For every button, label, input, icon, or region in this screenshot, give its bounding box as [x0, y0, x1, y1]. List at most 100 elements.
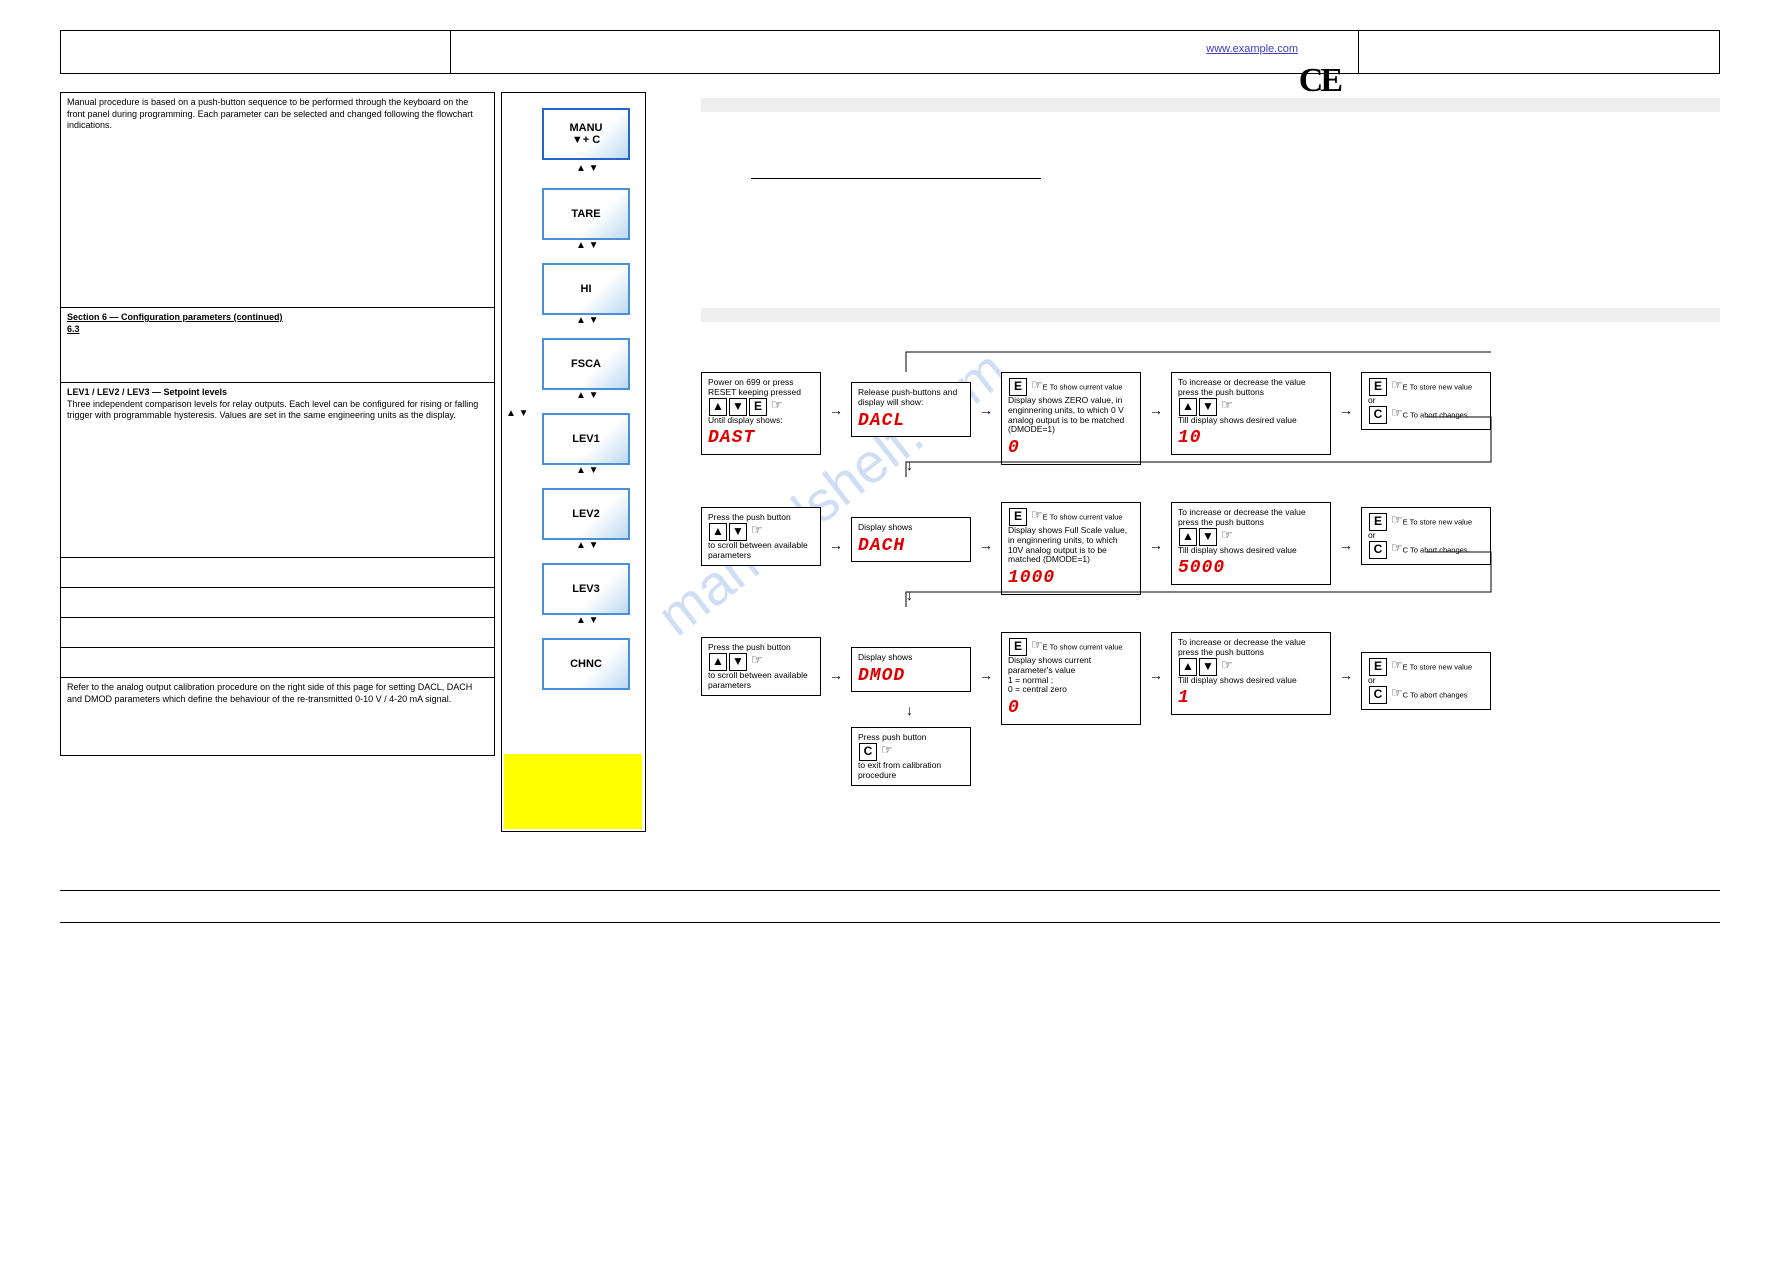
up-down-arrows-icon: ▲ ▼ — [576, 390, 599, 401]
section-bar — [701, 308, 1720, 322]
table-row: Section 6 — Configuration parameters (co… — [61, 308, 495, 383]
led-display: DACH — [858, 536, 964, 557]
menu-flow: ▲ ▼ MANU ▼+ C ▲ ▼ TARE ▲ ▼ HI ▲ ▼ FSCA ▲… — [501, 92, 646, 832]
up-down-arrows-icon: ▲ ▼ — [576, 615, 599, 626]
fb-text: To increase or decrease the value press … — [1178, 507, 1306, 527]
c-button-icon: C — [1369, 541, 1387, 559]
hand-icon: ☞ — [1391, 513, 1403, 528]
up-button-icon: ▲ — [709, 523, 727, 541]
menu-box-hi: HI — [542, 263, 630, 315]
fb-text: 1 = normal ; 0 = central zero — [1008, 675, 1067, 695]
hand-icon: ☞ — [1031, 638, 1043, 653]
arrow-right-icon: → — [1339, 402, 1353, 418]
menu-box-tare: TARE — [542, 188, 630, 240]
fb-text: To increase or decrease the value press … — [1178, 637, 1306, 657]
right-header-area — [701, 118, 1720, 198]
content: Manual procedure is based on a push-butt… — [60, 92, 1720, 832]
flow-box-adjust: To increase or decrease the value press … — [1171, 632, 1331, 715]
fb-text: to exit from calibration procedure — [858, 760, 941, 780]
down-button-icon: ▼ — [1199, 528, 1217, 546]
fb-pre: E To show current value — [1043, 512, 1123, 521]
arrow-right-icon: → — [979, 537, 993, 553]
footer-rule — [60, 922, 1720, 923]
menu-label: MANU ▼+ C — [570, 122, 603, 146]
led-display: DAST — [708, 428, 814, 449]
flow-box-dacl: Release push-buttons and display will sh… — [851, 382, 971, 437]
hand-icon: ☞ — [1391, 541, 1403, 556]
flow-box-start: Power on 699 or press RESET keeping pres… — [701, 372, 821, 455]
led-display: 10 — [1178, 428, 1324, 449]
led-display: DMOD — [858, 666, 964, 687]
param-table: Manual procedure is based on a push-butt… — [60, 92, 495, 756]
e-button-icon: E — [1369, 513, 1387, 531]
flow-box-fullscale: E☞E To show current value Display shows … — [1001, 502, 1141, 595]
up-button-icon: ▲ — [709, 398, 727, 416]
header-middle: www.example.com — [451, 31, 1359, 73]
arrow-right-icon: → — [829, 667, 843, 683]
fb-text: Till display shows desired value — [1178, 415, 1297, 425]
hand-icon: ☞ — [1391, 658, 1403, 673]
fb-text: E To store new value — [1403, 382, 1473, 391]
hand-icon: ☞ — [771, 398, 783, 413]
c-button-icon: C — [1369, 686, 1387, 704]
menu-box-chnc: CHNC — [542, 638, 630, 690]
fb-text: or — [1368, 395, 1376, 405]
fb-text: Press the push button — [708, 642, 791, 652]
fb-text: Display shows current parameter's value — [1008, 655, 1091, 675]
fb-text: Press push button — [858, 732, 927, 742]
section-bar — [701, 98, 1720, 112]
flow-box-store: E☞E To store new value or C☞C To abort c… — [1361, 372, 1491, 430]
e-button-icon: E — [1369, 658, 1387, 676]
fb-text: Till display shows desired value — [1178, 545, 1297, 555]
up-button-icon: ▲ — [1179, 658, 1197, 676]
row-title: LEV1 / LEV2 / LEV3 — Setpoint levels — [67, 387, 227, 397]
fb-text: Release push-buttons and display will sh… — [858, 387, 957, 407]
flow-box-store: E☞E To store new value or C☞C To abort c… — [1361, 652, 1491, 710]
arrow-down-icon: ↓ — [906, 587, 913, 603]
table-row — [61, 618, 495, 648]
hand-icon: ☞ — [881, 743, 893, 758]
led-display: 5000 — [1178, 558, 1324, 579]
fb-text: Display shows — [858, 522, 912, 532]
table-row: Manual procedure is based on a push-butt… — [61, 93, 495, 308]
menu-box-manu: MANU ▼+ C — [542, 108, 630, 160]
table-row: LEV1 / LEV2 / LEV3 — Setpoint levels Thr… — [61, 383, 495, 558]
arrow-right-icon: → — [829, 537, 843, 553]
fb-pre: E To show current value — [1043, 382, 1123, 391]
right-column: Power on 699 or press RESET keeping pres… — [701, 92, 1720, 832]
menu-box-fsca: FSCA — [542, 338, 630, 390]
left-column: Manual procedure is based on a push-butt… — [60, 92, 495, 832]
arrow-right-icon: → — [1339, 667, 1353, 683]
up-down-arrows-icon: ▲ ▼ — [576, 163, 599, 174]
fb-text: Display shows — [858, 652, 912, 662]
up-button-icon: ▲ — [1179, 528, 1197, 546]
e-button-icon: E — [749, 398, 767, 416]
arrow-right-icon: → — [1149, 537, 1163, 553]
hand-icon: ☞ — [1031, 508, 1043, 523]
yellow-highlight — [504, 754, 642, 829]
down-button-icon: ▼ — [1199, 658, 1217, 676]
arrow-right-icon: → — [1339, 537, 1353, 553]
header-right — [1359, 31, 1719, 73]
fb-text: C To abort changes — [1403, 690, 1468, 699]
side-nav-arrows-icon: ▲ ▼ — [506, 408, 529, 419]
fb-text: Until display shows: — [708, 415, 783, 425]
led-display: 1 — [1178, 688, 1324, 709]
c-button-icon: C — [859, 743, 877, 761]
fb-text: C To abort changes — [1403, 410, 1468, 419]
arrow-right-icon: → — [1149, 667, 1163, 683]
down-button-icon: ▼ — [1199, 398, 1217, 416]
arrow-right-icon: → — [1149, 402, 1163, 418]
flow-box-adjust: To increase or decrease the value press … — [1171, 502, 1331, 585]
header-url[interactable]: www.example.com — [1206, 43, 1298, 55]
up-down-arrows-icon: ▲ ▼ — [576, 315, 599, 326]
menu-box-lev2: LEV2 — [542, 488, 630, 540]
down-button-icon: ▼ — [729, 523, 747, 541]
arrow-down-icon: ↓ — [906, 457, 913, 473]
e-button-icon: E — [1009, 378, 1027, 396]
fb-text: Power on 699 or press RESET keeping pres… — [708, 377, 801, 397]
led-display: 1000 — [1008, 568, 1134, 589]
up-button-icon: ▲ — [1179, 398, 1197, 416]
hand-icon: ☞ — [1031, 378, 1043, 393]
fb-text: Press the push button — [708, 512, 791, 522]
